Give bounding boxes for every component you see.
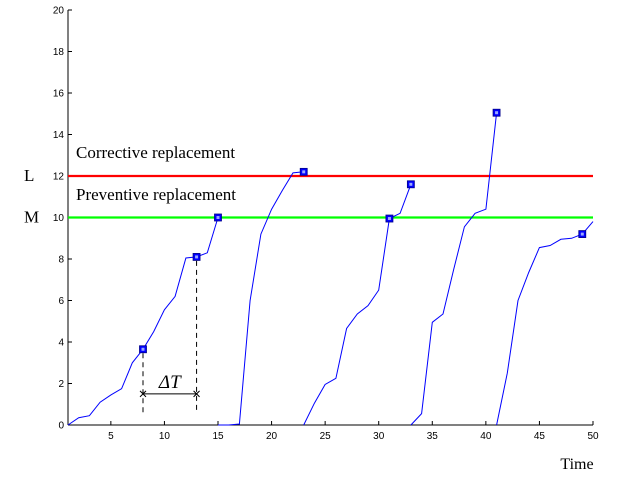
text-labels: Time Corrective replacement L Preventive re… bbox=[24, 143, 594, 473]
y-tick-label: 12 bbox=[53, 172, 65, 183]
inspection-marker bbox=[385, 214, 394, 223]
y-tick-label: 16 bbox=[53, 89, 65, 100]
x-tick-label: 30 bbox=[373, 431, 385, 442]
x-tick-label: 5 bbox=[108, 431, 114, 442]
inspection-marker bbox=[578, 230, 587, 239]
x-tick-label: 10 bbox=[159, 431, 171, 442]
y-tick-label: 10 bbox=[53, 213, 65, 224]
marker-center bbox=[141, 347, 145, 351]
marker-center bbox=[302, 170, 306, 174]
inspection-marker bbox=[192, 253, 201, 261]
y-tick-label: 0 bbox=[58, 421, 64, 432]
y-tick-label: 2 bbox=[58, 379, 64, 390]
inspection-marker bbox=[492, 108, 501, 117]
y-tick-label: 6 bbox=[58, 296, 64, 307]
x-tick-label: 45 bbox=[534, 431, 546, 442]
y-tick-label: 14 bbox=[53, 130, 65, 141]
degradation-path bbox=[496, 221, 594, 426]
marker-center bbox=[580, 232, 584, 236]
y-tick-label: 20 bbox=[53, 6, 65, 17]
marker-center bbox=[195, 255, 199, 259]
x-tick-label: 25 bbox=[320, 431, 332, 442]
inspection-marker bbox=[139, 345, 147, 354]
degradation-path bbox=[303, 184, 412, 426]
threshold-lines bbox=[68, 174, 593, 219]
y-tick-label: 8 bbox=[58, 255, 64, 266]
x-tick-label: 20 bbox=[266, 431, 278, 442]
threshold-level-label: M bbox=[24, 208, 39, 227]
degradation-path bbox=[218, 171, 304, 426]
interval-end-mark bbox=[139, 390, 147, 398]
x-tick-label: 40 bbox=[480, 431, 492, 442]
x-axis-label: Time bbox=[560, 456, 593, 473]
degradation-paths bbox=[67, 112, 594, 426]
inspection-marker bbox=[214, 213, 222, 222]
axes: 0 2 4 6 8 10 12 14 16 18 20 5 10 15 20 25 30 35 40 45 50 bbox=[53, 6, 599, 443]
inspection-markers bbox=[139, 108, 587, 354]
interval-label: ΔT bbox=[158, 372, 182, 393]
inspection-marker bbox=[299, 167, 308, 176]
marker-center bbox=[387, 217, 391, 221]
y-tick-label: 18 bbox=[53, 47, 65, 58]
marker-center bbox=[216, 216, 220, 219]
interval-end-mark bbox=[193, 390, 200, 398]
threshold-level-label: L bbox=[24, 166, 34, 185]
y-tick-label: 4 bbox=[58, 338, 64, 349]
marker-center bbox=[495, 111, 499, 115]
x-tick-label: 50 bbox=[587, 431, 599, 442]
threshold-label: Preventive replacement bbox=[76, 185, 236, 204]
x-tick-label: 15 bbox=[212, 431, 224, 442]
threshold-label: Corrective replacement bbox=[76, 143, 235, 162]
interval-annotation: ΔT bbox=[139, 260, 200, 413]
marker-center bbox=[409, 182, 413, 186]
degradation-path bbox=[410, 112, 498, 426]
inspection-marker bbox=[406, 180, 415, 189]
x-tick-label: 35 bbox=[427, 431, 439, 442]
